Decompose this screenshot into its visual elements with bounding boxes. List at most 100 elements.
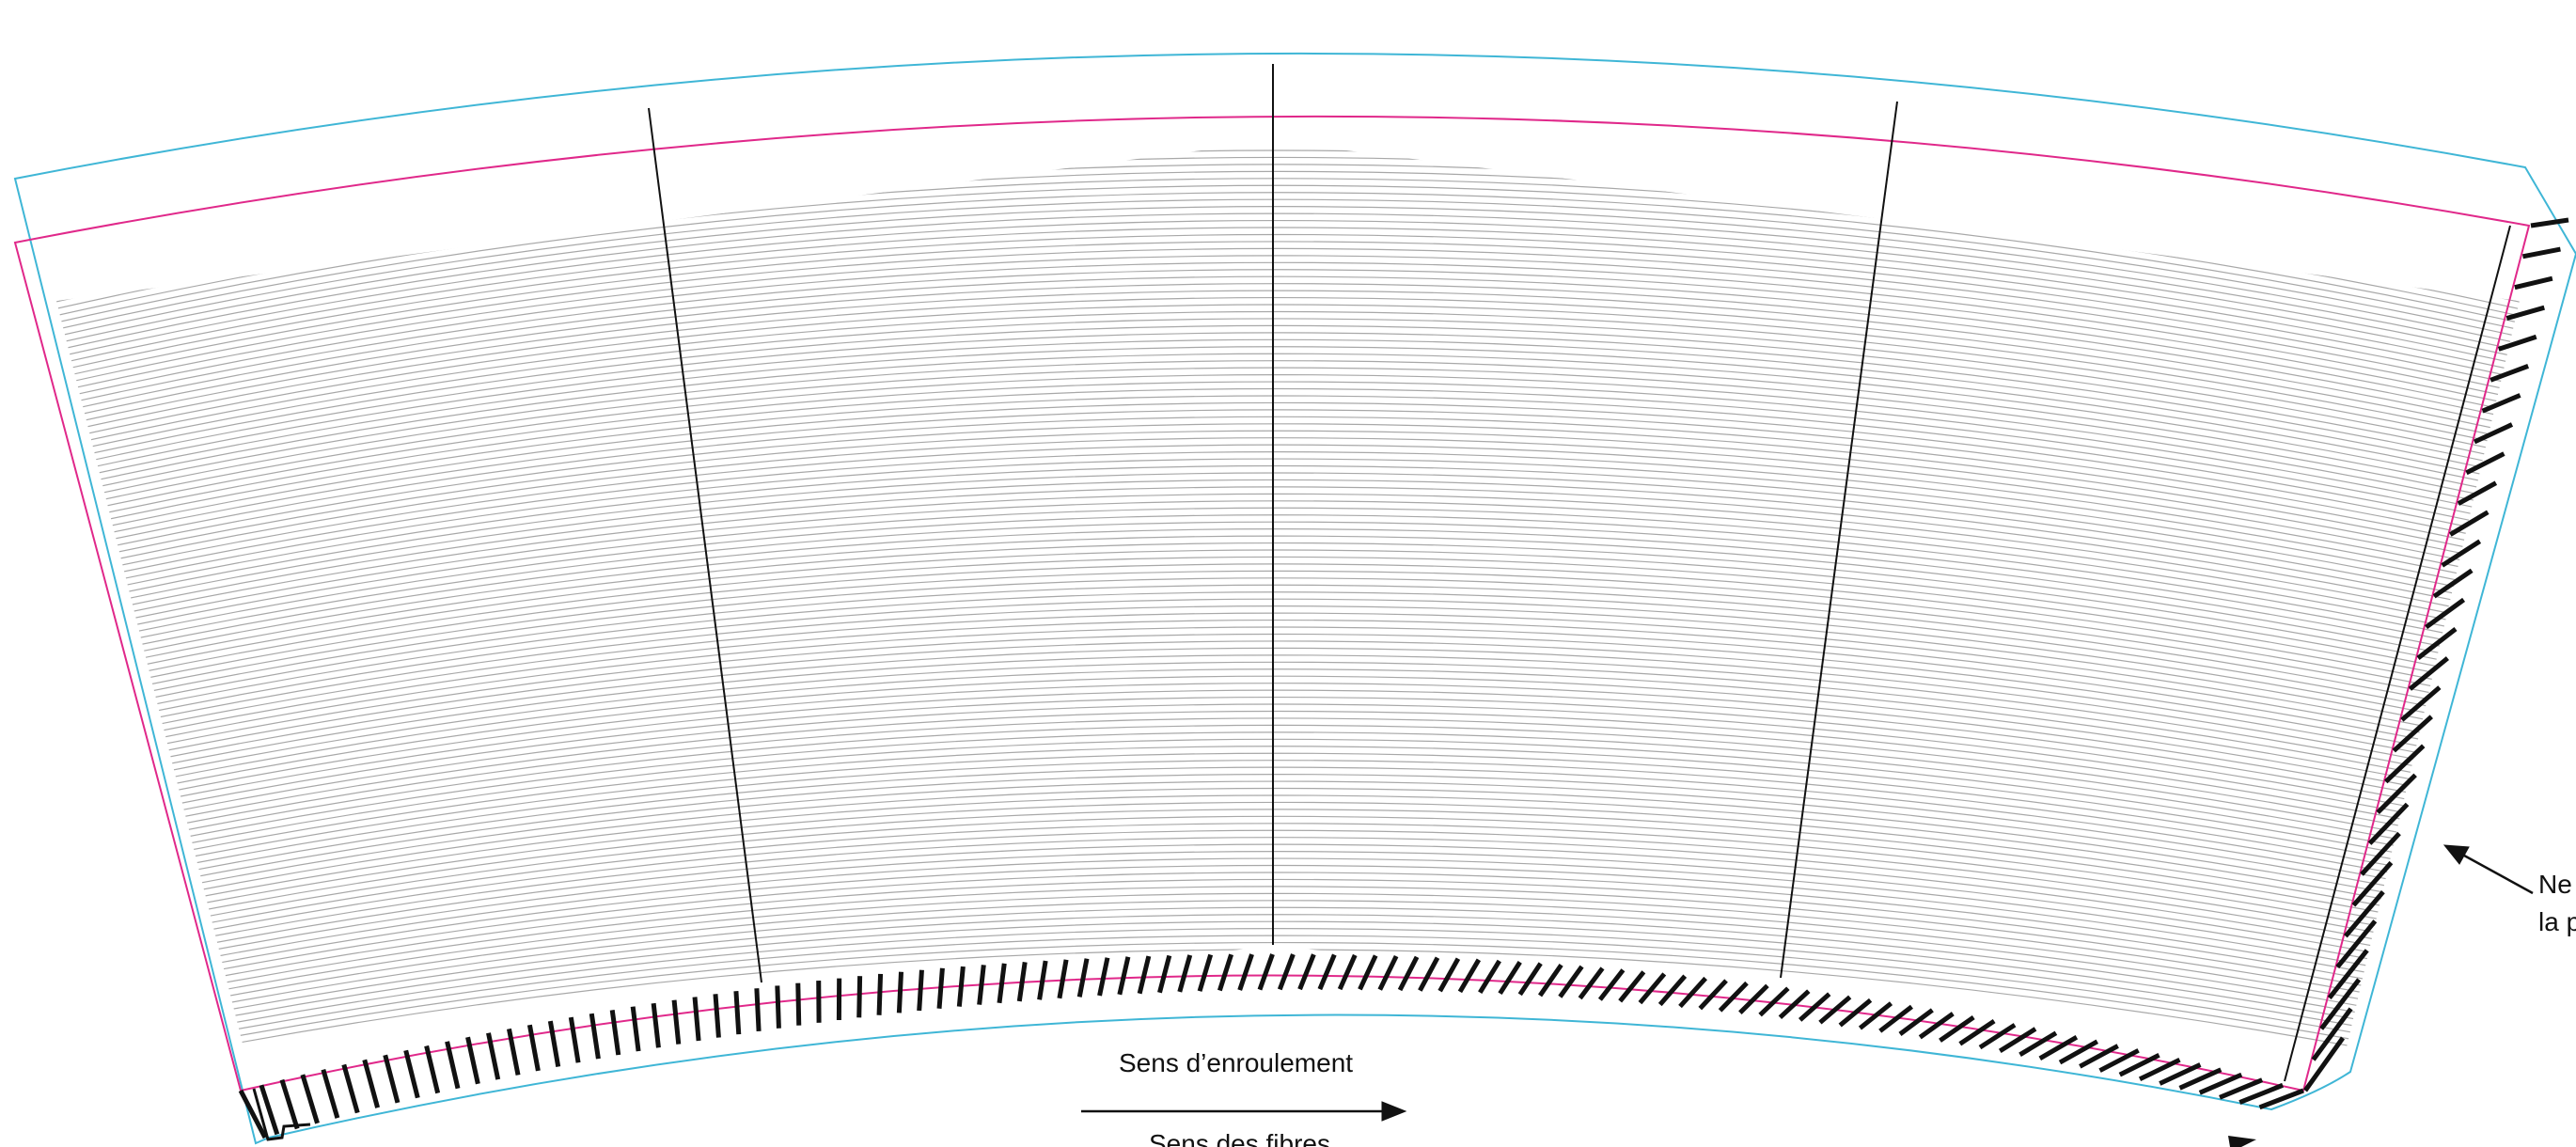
print-line: [56, 198, 2520, 351]
glue-hatch-mark: [2098, 1048, 2140, 1073]
print-line: [56, 563, 2520, 711]
print-line: [56, 683, 2520, 828]
glue-tab-left-notch: [252, 1088, 311, 1141]
print-line: [56, 766, 2520, 912]
glue-hatch-mark: [1097, 957, 1110, 997]
glue-hatch-mark: [1358, 954, 1378, 991]
print-line: [56, 332, 2520, 482]
print-line: [56, 184, 2520, 337]
print-line: [56, 829, 2520, 974]
glue-hatch-mark: [2360, 831, 2401, 876]
print-line: [56, 837, 2520, 981]
panel-dividers: [648, 64, 2511, 1082]
print-line: [56, 220, 2520, 371]
glue-hatch-mark: [1257, 953, 1275, 991]
glue-hatch-mark: [1418, 956, 1440, 992]
print-line: [56, 227, 2520, 378]
print-line: [56, 269, 2520, 419]
arrow-up-left-icon: [2442, 844, 2534, 895]
glue-hatch-mark: [1437, 957, 1461, 993]
print-line: [56, 387, 2520, 538]
glue-hatch-mark: [2465, 451, 2505, 476]
glue-hatch-mark: [547, 1020, 561, 1067]
glue-hatch-mark: [1918, 1012, 1955, 1040]
glue-hatch-mark: [1838, 998, 1873, 1028]
glue-hatch-mark: [1538, 963, 1563, 998]
print-line: [56, 367, 2520, 517]
print-line: [56, 310, 2520, 462]
glue-hatch-mark: [2490, 364, 2530, 383]
glue-hatch-mark: [1778, 989, 1811, 1020]
print-line: [56, 760, 2520, 904]
glue-hatch-mark: [956, 966, 966, 1007]
print-line: [56, 212, 2520, 364]
glue-hatch-mark: [1978, 1023, 2017, 1050]
print-line: [56, 528, 2520, 676]
print-line: [56, 233, 2520, 385]
print-line: [56, 570, 2520, 717]
print-line: [56, 346, 2520, 495]
print-line: [56, 724, 2520, 870]
print-line: [56, 290, 2520, 440]
print-line: [56, 472, 2520, 621]
glue-hatch-mark: [1397, 955, 1420, 992]
glue-hatch-mark: [917, 969, 924, 1012]
print-line: [56, 353, 2520, 503]
print-line: [56, 542, 2520, 690]
glue-hatch-mark: [1878, 1004, 1913, 1033]
print-line: [56, 464, 2520, 614]
glue-hatch-mark: [2425, 597, 2466, 630]
glue-strip-hatch-bottom: [238, 953, 2304, 1139]
bleed-outline: [13, 52, 2576, 1145]
print-line: [56, 661, 2520, 808]
glue-hatch-mark: [2514, 275, 2553, 291]
glue-hatch-mark: [1638, 972, 1667, 1005]
glue-hatch-mark: [1758, 986, 1790, 1017]
print-line: [56, 444, 2520, 593]
print-line: [56, 780, 2520, 925]
glue-hatch-mark: [2367, 802, 2410, 845]
right-note-line-1: Ne: [2538, 870, 2572, 899]
glue-hatch-mark: [775, 985, 781, 1029]
glue-hatch-mark: [1898, 1008, 1934, 1036]
print-line: [56, 479, 2520, 627]
print-line: [56, 900, 2520, 1044]
glue-hatch-mark: [1457, 958, 1482, 994]
glue-hatch-mark: [2432, 568, 2474, 599]
glue-hatch-mark: [896, 971, 904, 1013]
print-line: [56, 774, 2520, 919]
glue-hatch-mark: [1297, 953, 1316, 991]
glue-hatch-mark: [2138, 1058, 2181, 1082]
glue-hatch-mark: [1478, 959, 1501, 995]
print-line: [56, 458, 2520, 606]
glue-hatch-mark: [1157, 954, 1172, 994]
print-line: [56, 633, 2520, 780]
winding-direction-label: Sens d’enroulement: [1119, 1048, 1353, 1077]
print-line: [56, 815, 2520, 960]
print-line: [56, 697, 2520, 842]
glue-hatch-mark: [2178, 1067, 2223, 1091]
glue-hatch-mark: [733, 991, 742, 1035]
arrowhead-icon: [2228, 1136, 2256, 1147]
glue-hatch-mark: [238, 1089, 268, 1139]
print-line: [56, 787, 2520, 933]
glue-hatch-mark: [2497, 334, 2537, 352]
print-line: [56, 823, 2520, 966]
glue-hatch-mark: [1037, 960, 1048, 1000]
glue-hatch-mark: [1657, 974, 1688, 1007]
print-line: [56, 654, 2520, 801]
print-line: [56, 843, 2520, 988]
print-line: [56, 423, 2520, 572]
print-line: [56, 920, 2520, 1064]
glue-hatch-mark: [2302, 1036, 2346, 1092]
print-line: [56, 192, 2520, 343]
print-line: [56, 535, 2520, 683]
print-line: [56, 164, 2520, 316]
print-line: [56, 577, 2520, 725]
glue-hatch-mark: [2311, 1007, 2353, 1061]
print-line: [56, 710, 2520, 856]
glue-hatch-mark: [1197, 953, 1214, 992]
glue-hatch-mark: [856, 976, 863, 1018]
glue-hatch-mark: [1698, 979, 1728, 1011]
glue-hatch-mark: [383, 1054, 401, 1104]
